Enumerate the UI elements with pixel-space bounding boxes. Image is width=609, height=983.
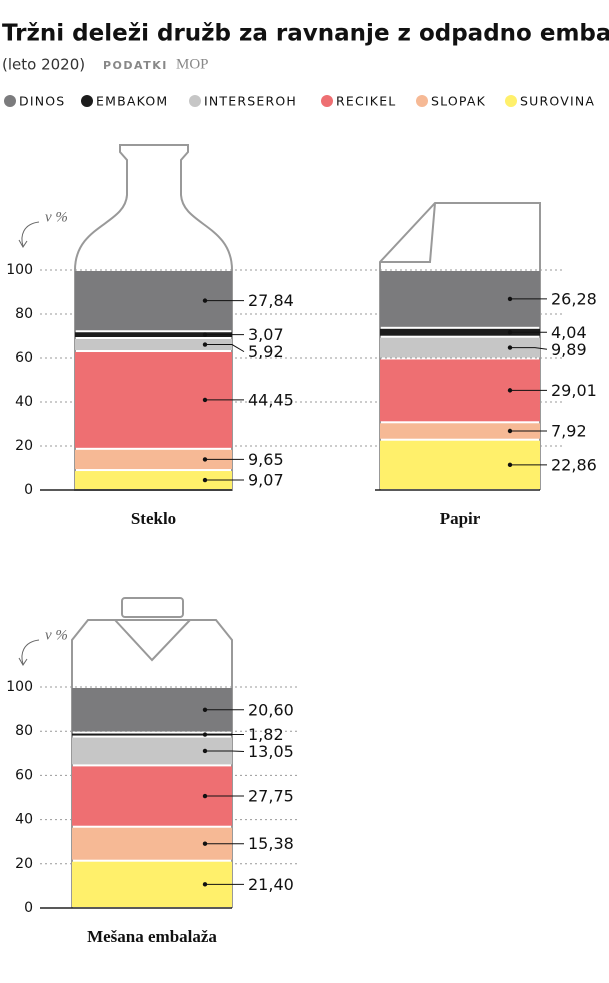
bar-segment: [380, 423, 540, 439]
value-label: 1,82: [248, 725, 284, 744]
value-label: 7,92: [551, 421, 587, 440]
y-tick-label: 100: [6, 262, 33, 278]
value-label: 27,84: [248, 291, 294, 310]
bar-segment: [75, 339, 232, 351]
y-tick-label: 40: [15, 812, 33, 828]
legend-swatch: [505, 95, 517, 107]
axis-label: v %: [45, 209, 68, 225]
value-label: 21,40: [248, 875, 294, 894]
y-tick-label: 80: [15, 306, 33, 322]
legend-label: DINOS: [19, 94, 65, 109]
label-leader: [205, 344, 245, 353]
carton-outline: [71, 619, 233, 908]
legend-label: INTERSEROH: [204, 94, 297, 109]
y-tick-label: 20: [15, 438, 33, 454]
label-leader: [205, 750, 245, 753]
value-label: 29,01: [551, 381, 597, 400]
legend-swatch: [189, 95, 201, 107]
source-label: PODATKI: [103, 59, 168, 72]
category-label: Steklo: [131, 509, 176, 528]
value-label: 3,07: [248, 325, 284, 344]
bottle-outline: [74, 144, 233, 491]
axis-arrow: [21, 221, 40, 247]
legend-swatch: [4, 95, 16, 107]
y-tick-label: 0: [24, 900, 33, 916]
value-label: 5,92: [248, 342, 284, 361]
y-tick-label: 40: [15, 394, 33, 410]
value-label: 9,65: [248, 450, 284, 469]
axis-arrow: [21, 639, 40, 665]
legend-label: SUROVINA: [520, 94, 595, 109]
legend-swatch: [321, 95, 333, 107]
category-label: Papir: [440, 509, 481, 528]
legend-swatch: [416, 95, 428, 107]
value-label: 15,38: [248, 834, 294, 853]
legend-label: EMBAKOM: [96, 94, 168, 109]
value-label: 13,05: [248, 742, 294, 761]
y-tick-label: 100: [6, 679, 33, 695]
value-label: 27,75: [248, 787, 294, 806]
value-label: 22,86: [551, 455, 597, 474]
category-label: Mešana embalaža: [87, 927, 217, 946]
axis-arrow-head: [18, 239, 28, 248]
bar-segment: [380, 337, 540, 358]
source: MOP: [176, 56, 209, 72]
title: Tržni deleži družb za ravnanje z odpadno…: [2, 21, 609, 47]
value-label: 9,07: [248, 471, 284, 490]
value-label: 4,04: [551, 323, 587, 342]
value-label: 9,89: [551, 340, 587, 359]
y-tick-label: 60: [15, 767, 33, 783]
bar-segment: [75, 471, 232, 489]
legend-swatch: [81, 95, 93, 107]
bar-segment: [75, 449, 232, 470]
bar-segment: [72, 733, 232, 736]
value-label: 44,45: [248, 390, 294, 409]
bar-segment: [75, 332, 232, 338]
subtitle: (leto 2020): [2, 56, 85, 74]
y-tick-label: 80: [15, 723, 33, 739]
legend-label: RECIKEL: [336, 94, 396, 109]
y-tick-label: 60: [15, 350, 33, 366]
axis-label: v %: [45, 627, 68, 643]
carton-cap: [121, 597, 184, 618]
bar-segment: [380, 328, 540, 336]
value-label: 26,28: [551, 289, 597, 308]
value-label: 20,60: [248, 700, 294, 719]
axis-arrow-head: [18, 657, 28, 666]
legend-label: SLOPAK: [431, 94, 486, 109]
y-tick-label: 0: [24, 482, 33, 498]
y-tick-label: 20: [15, 856, 33, 872]
label-leader: [510, 347, 548, 350]
